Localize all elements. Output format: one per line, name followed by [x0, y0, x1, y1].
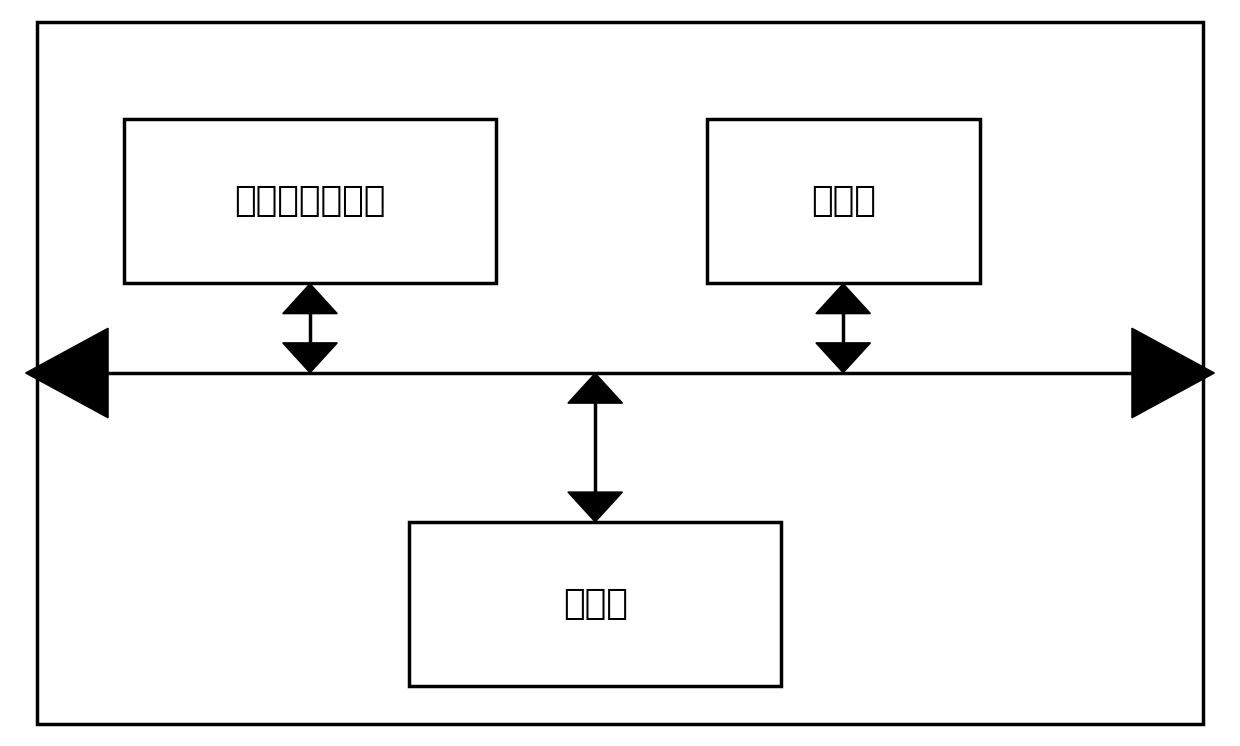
- FancyArrow shape: [816, 283, 870, 313]
- Text: 存储器: 存储器: [563, 587, 627, 621]
- Text: 服务器通信模块: 服务器通信模块: [234, 184, 386, 219]
- FancyArrow shape: [283, 283, 337, 313]
- FancyArrow shape: [568, 492, 622, 522]
- FancyArrow shape: [816, 343, 870, 373]
- FancyArrow shape: [26, 328, 108, 418]
- FancyArrow shape: [1132, 328, 1214, 418]
- FancyArrow shape: [568, 373, 622, 403]
- Bar: [409, 522, 781, 686]
- Bar: [124, 119, 496, 283]
- Text: 处理器: 处理器: [811, 184, 875, 219]
- FancyArrow shape: [283, 343, 337, 373]
- Bar: [707, 119, 980, 283]
